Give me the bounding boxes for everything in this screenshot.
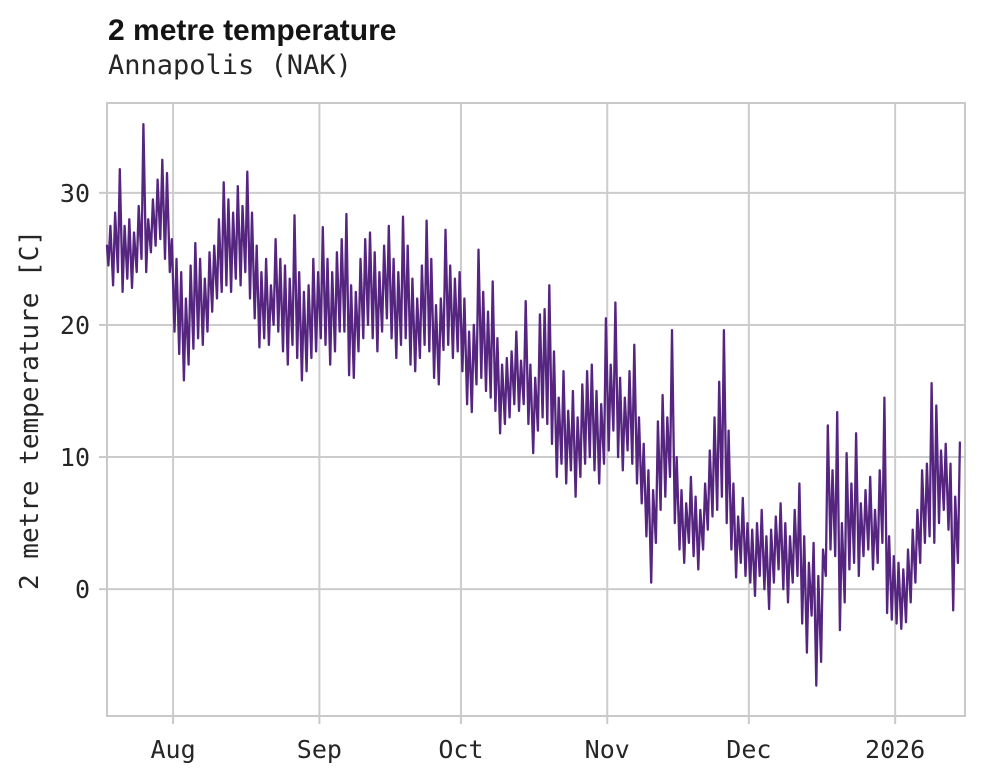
chart-subtitle: Annapolis (NAK) [108,50,352,81]
temperature-line [105,122,962,687]
chart-title: 2 metre temperature [108,14,397,47]
y-tick-label: 10 [60,443,90,472]
chart-header: 2 metre temperature Annapolis (NAK) [108,14,396,82]
y-tick-label: 30 [60,179,90,208]
y-tick-label: 20 [60,311,90,340]
plot-border [106,102,966,717]
x-tick-label: Oct [438,735,483,764]
x-tick-label: Aug [150,735,195,764]
x-tick-label: Sep [297,735,342,764]
y-tick-label: 0 [75,575,90,604]
x-tick-label: 2026 [865,735,925,764]
x-tick-label: Dec [726,735,771,764]
x-tick-label: Nov [585,735,630,764]
